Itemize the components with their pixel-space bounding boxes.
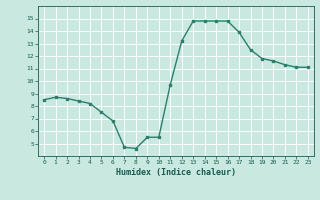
X-axis label: Humidex (Indice chaleur): Humidex (Indice chaleur) [116, 168, 236, 177]
